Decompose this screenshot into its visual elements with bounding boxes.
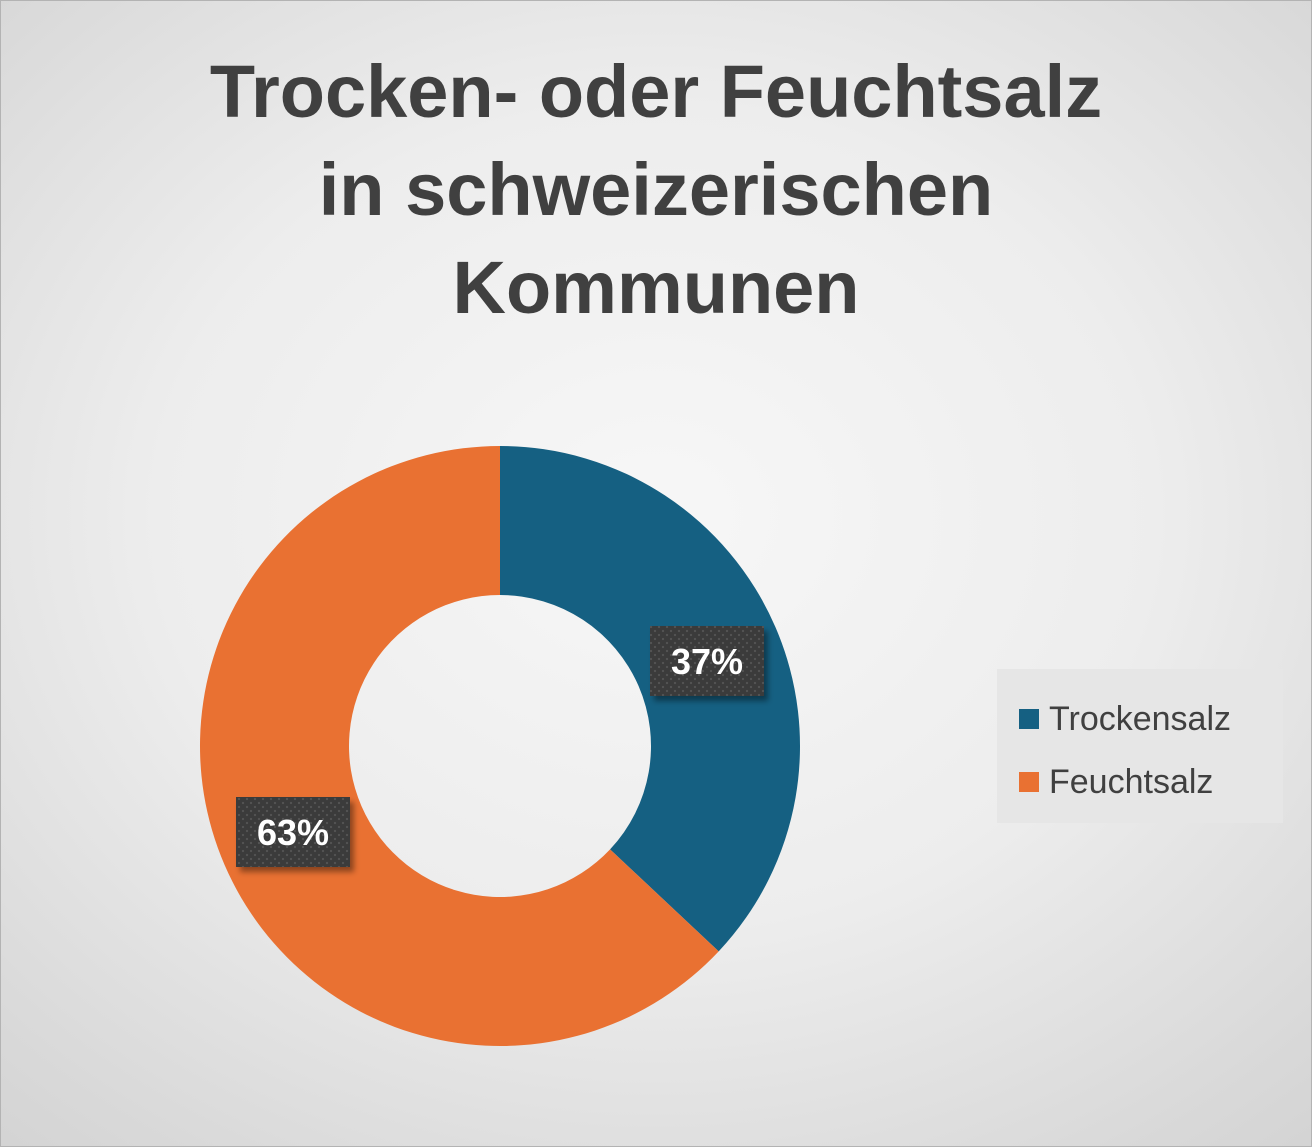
data-label-trockensalz: 37% [650, 626, 764, 696]
legend-label-feuchtsalz: Feuchtsalz [1049, 762, 1214, 801]
legend-item-feuchtsalz: Feuchtsalz [1019, 762, 1213, 802]
chart-legend: Trockensalz Feuchtsalz [997, 669, 1283, 823]
legend-swatch-trockensalz [1019, 709, 1039, 729]
data-label-text-feuchtsalz: 63% [257, 812, 329, 853]
data-label-box-feuchtsalz [236, 797, 350, 867]
legend-swatch-feuchtsalz [1019, 772, 1039, 792]
data-label-text-trockensalz: 37% [671, 641, 743, 682]
slice-feuchtsalz [200, 446, 719, 1046]
chart-title-line-3: Kommunen [452, 246, 860, 329]
chart-title-line-1: Trocken- oder Feuchtsalz [209, 50, 1103, 133]
legend-label-trockensalz: Trockensalz [1049, 699, 1232, 738]
data-label-feuchtsalz: 63% [236, 797, 350, 867]
legend-item-trockensalz: Trockensalz [1019, 699, 1231, 739]
chart-title-line-2: in schweizerischen [318, 148, 994, 231]
slice-trockensalz [500, 446, 801, 952]
data-label-box-trockensalz [650, 626, 764, 696]
chart-title: Trocken- oder Feuchtsalz in schweizerisc… [101, 43, 1211, 337]
